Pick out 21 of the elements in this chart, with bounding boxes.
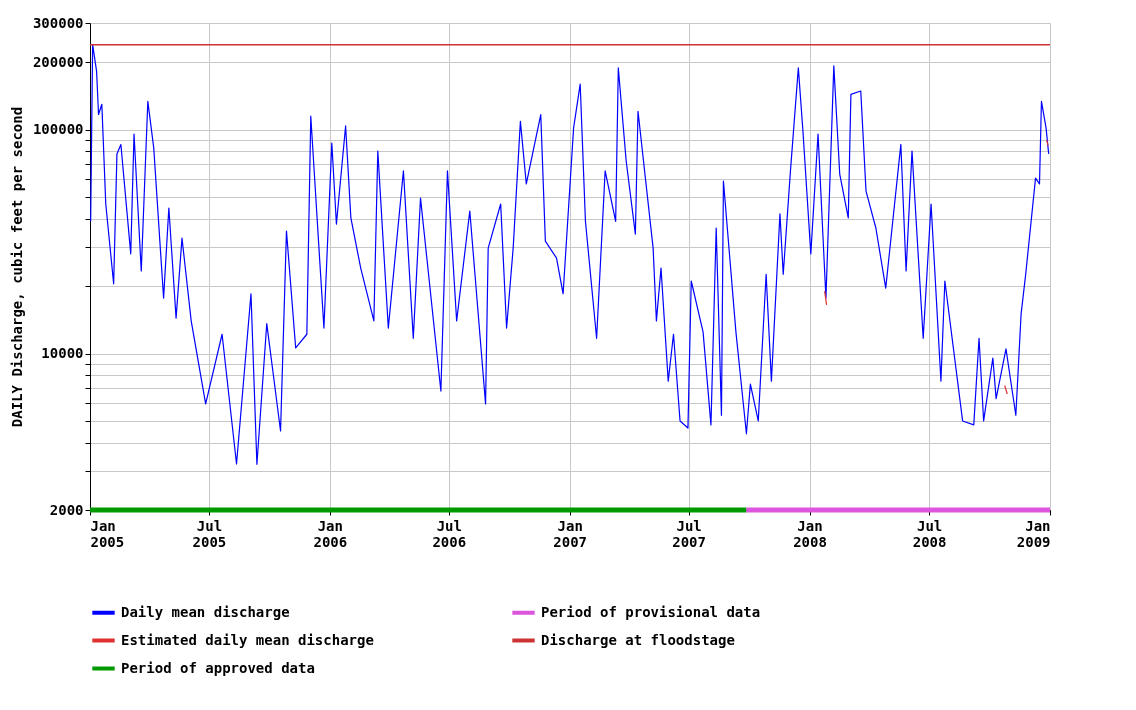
y-tick-label: 200000 bbox=[32, 53, 84, 70]
x-tick-label: Jul 2006 bbox=[432, 517, 467, 550]
x-tick-label: Jan 2009 bbox=[1016, 517, 1051, 550]
legend-label: Period of provisional data bbox=[541, 603, 761, 620]
x-tick-label: Jul 2007 bbox=[672, 517, 706, 550]
x-tick-label: Jul 2008 bbox=[912, 517, 947, 550]
x-tick-label: Jan 2007 bbox=[553, 517, 588, 550]
legend-label: Estimated daily mean discharge bbox=[121, 631, 374, 648]
y-tick-label: 300000 bbox=[32, 14, 84, 31]
y-tick-label: 100000 bbox=[32, 121, 84, 138]
x-tick-label: Jan 2008 bbox=[793, 517, 827, 550]
legend-label: Discharge at floodstage bbox=[541, 631, 735, 648]
y-tick-label: 2000 bbox=[49, 501, 84, 518]
y-tick-label: 10000 bbox=[41, 345, 84, 362]
legend-label: Period of approved data bbox=[121, 659, 315, 676]
legend-label: Daily mean discharge bbox=[121, 603, 290, 620]
x-tick-label: Jan 2005 bbox=[90, 517, 125, 550]
x-tick-label: Jan 2006 bbox=[313, 517, 348, 550]
line-series bbox=[90, 44, 1050, 465]
y-axis-title: DAILY Discharge, cubic feet per second bbox=[8, 106, 25, 428]
x-tick-label: Jul 2005 bbox=[192, 517, 227, 550]
